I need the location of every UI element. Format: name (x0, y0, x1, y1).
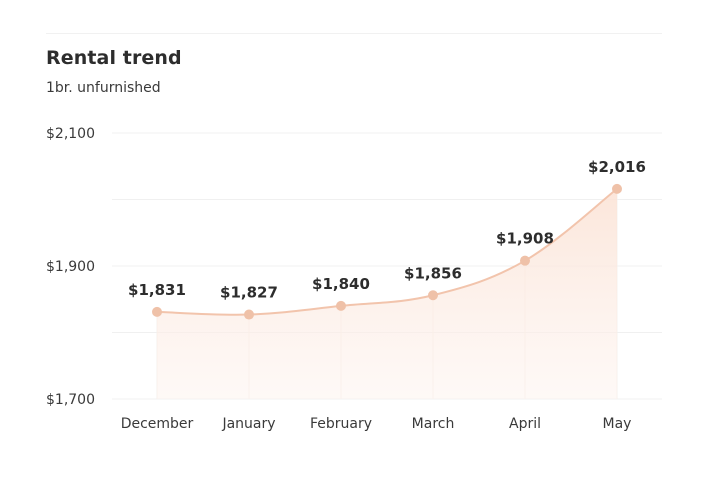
x-tick-label-april: April (509, 416, 541, 432)
y-tick-label: $1,900 (46, 259, 95, 275)
data-point-february (336, 300, 346, 311)
y-tick-label: $2,100 (46, 126, 95, 142)
x-tick-label-january: January (221, 416, 275, 432)
data-label-april: $1,908 (496, 230, 554, 248)
chart-title: Rental trend (46, 47, 182, 69)
data-label-january: $1,827 (220, 284, 278, 302)
y-tick-label: $1,700 (46, 392, 95, 408)
data-point-march (428, 290, 438, 301)
top-divider (46, 33, 662, 34)
data-label-february: $1,840 (312, 275, 370, 293)
data-label-may: $2,016 (588, 158, 646, 176)
x-axis-ticks: December January February March April May (121, 416, 632, 432)
x-tick-label-march: March (412, 416, 455, 432)
data-point-may (612, 183, 622, 194)
series-line (156, 188, 618, 316)
data-labels: $1,831 $1,827 $1,840 $1,856 $1,908 $2,016 (128, 158, 646, 302)
area-fill (157, 188, 617, 399)
data-points (152, 183, 622, 320)
data-label-december: $1,831 (128, 281, 186, 299)
x-tick-label-february: February (310, 416, 372, 432)
x-tick-label-december: December (121, 416, 194, 432)
x-tick-label-may: May (603, 416, 632, 432)
data-label-march: $1,856 (404, 264, 462, 282)
data-point-april (520, 255, 530, 266)
data-point-december (152, 306, 162, 317)
y-axis-ticks: $1,700 $1,900 $2,100 (46, 126, 95, 408)
data-point-january (244, 309, 254, 320)
chart-subtitle: 1br. unfurnished (46, 80, 161, 96)
